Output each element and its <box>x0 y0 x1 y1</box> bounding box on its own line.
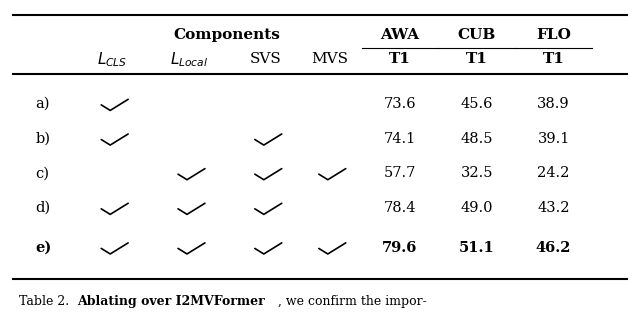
Text: MVS: MVS <box>311 52 348 66</box>
Text: 51.1: 51.1 <box>459 241 495 254</box>
Text: T1: T1 <box>543 52 564 66</box>
Text: d): d) <box>35 201 51 215</box>
Text: $L_{CLS}$: $L_{CLS}$ <box>97 50 127 69</box>
Text: 73.6: 73.6 <box>384 97 416 111</box>
Text: a): a) <box>35 97 50 111</box>
Text: b): b) <box>35 132 50 146</box>
Text: 78.4: 78.4 <box>384 201 416 215</box>
Text: 79.6: 79.6 <box>382 241 418 254</box>
Text: T1: T1 <box>466 52 488 66</box>
Text: $L_{Local}$: $L_{Local}$ <box>170 50 208 69</box>
Text: 48.5: 48.5 <box>461 132 493 146</box>
Text: FLO: FLO <box>536 28 571 42</box>
Text: 49.0: 49.0 <box>461 201 493 215</box>
Text: 74.1: 74.1 <box>384 132 416 146</box>
Text: 39.1: 39.1 <box>538 132 570 146</box>
Text: SVS: SVS <box>250 52 282 66</box>
Text: Table 2.: Table 2. <box>19 295 69 309</box>
Text: e): e) <box>35 241 51 254</box>
Text: 43.2: 43.2 <box>538 201 570 215</box>
Text: CUB: CUB <box>458 28 496 42</box>
Text: Ablating over I2MVFormer: Ablating over I2MVFormer <box>77 295 264 309</box>
Text: 24.2: 24.2 <box>538 166 570 180</box>
Text: 57.7: 57.7 <box>384 166 416 180</box>
Text: 32.5: 32.5 <box>461 166 493 180</box>
Text: 38.9: 38.9 <box>538 97 570 111</box>
Text: 46.2: 46.2 <box>536 241 572 254</box>
Text: Components: Components <box>174 28 280 42</box>
Text: T1: T1 <box>389 52 411 66</box>
Text: 45.6: 45.6 <box>461 97 493 111</box>
Text: , we confirm the impor-: , we confirm the impor- <box>278 295 427 309</box>
Text: c): c) <box>35 166 49 180</box>
Text: AWA: AWA <box>380 28 420 42</box>
